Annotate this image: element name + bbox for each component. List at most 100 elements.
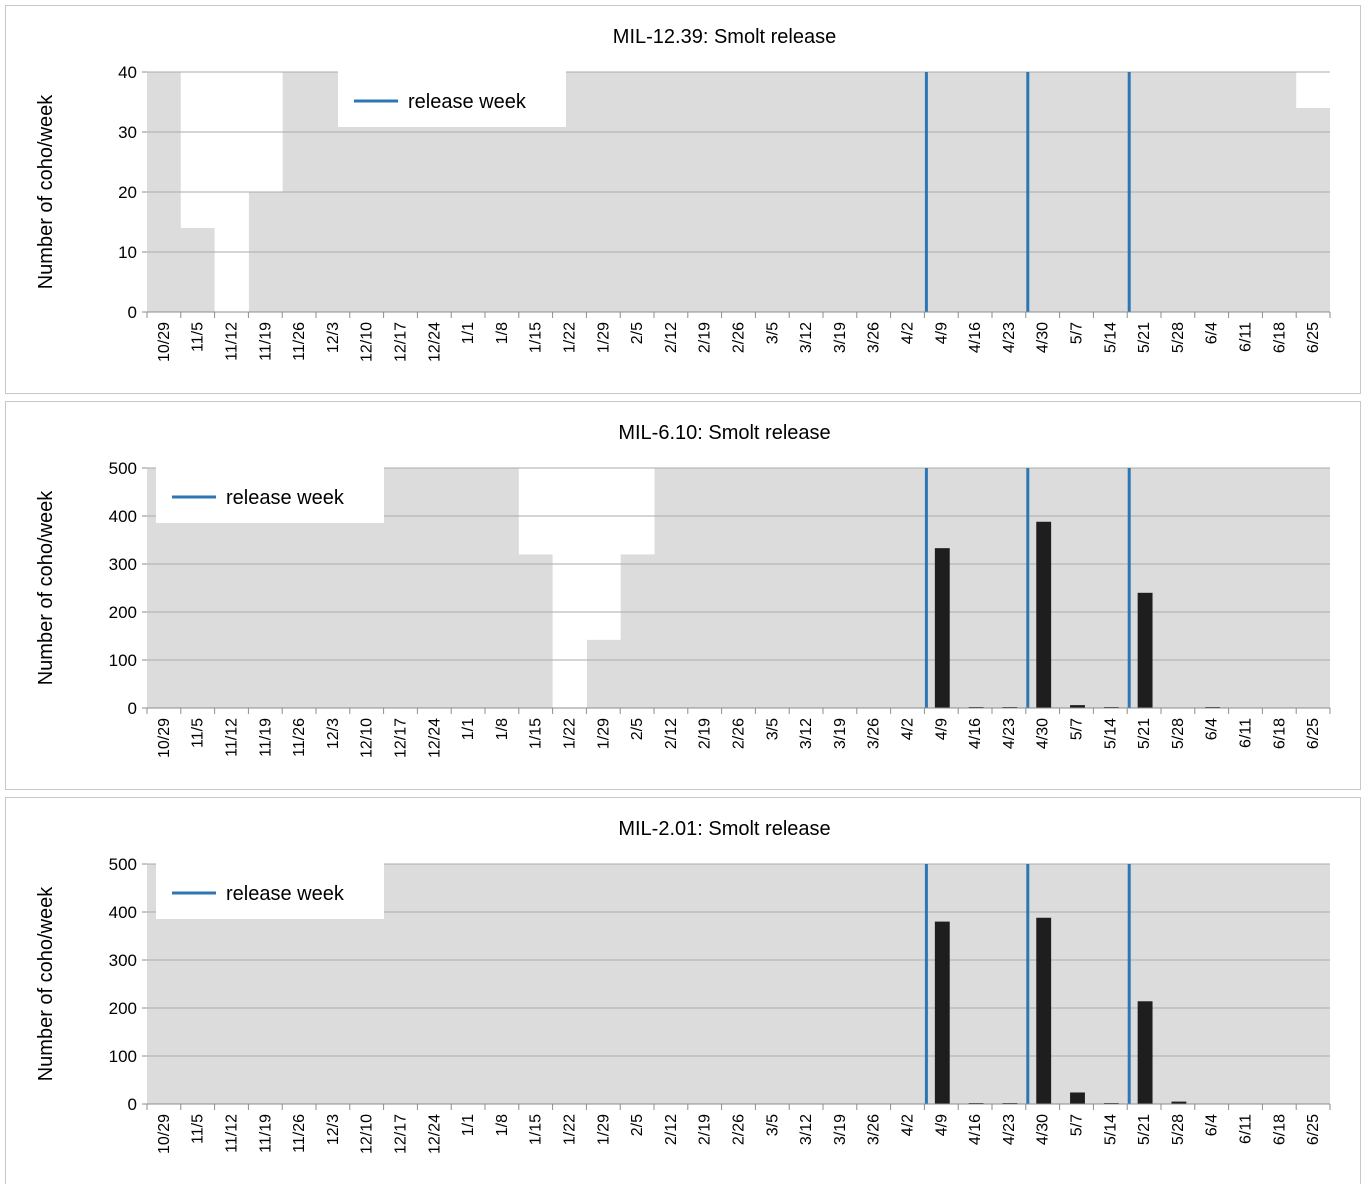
legend: release week [156, 467, 384, 523]
x-tick-label: 12/17 [393, 718, 410, 758]
x-tick-label: 10/29 [156, 322, 173, 362]
x-tick-label: 2/19 [697, 718, 714, 749]
x-tick-label: 2/5 [629, 718, 646, 740]
x-tick-label: 4/2 [900, 322, 917, 344]
x-tick-label: 4/9 [933, 1114, 950, 1136]
x-tick-label: 6/18 [1271, 1114, 1288, 1145]
x-tick-label: 11/19 [257, 718, 274, 757]
x-tick-label: 2/26 [731, 322, 748, 353]
x-tick-label: 11/19 [257, 1114, 274, 1153]
x-tick-label: 3/5 [764, 718, 781, 740]
legend: release week [156, 863, 384, 919]
y-tick-label: 400 [109, 507, 137, 526]
legend-box [156, 863, 384, 919]
x-tick-label: 1/22 [562, 322, 579, 353]
x-tick-label: 12/3 [325, 718, 342, 749]
y-tick-label: 40 [118, 63, 137, 82]
y-tick-label: 10 [118, 243, 137, 262]
x-tick-label: 1/29 [595, 322, 612, 353]
x-tick-label: 11/19 [257, 322, 274, 361]
y-tick-label: 300 [109, 555, 137, 574]
y-tick-label: 100 [109, 1047, 137, 1066]
x-tick-label: 1/8 [494, 718, 511, 740]
chart-title: MIL-12.39: Smolt release [613, 26, 836, 48]
x-tick-label: 4/30 [1035, 718, 1052, 749]
x-tick-label: 12/3 [325, 322, 342, 353]
x-tick-label: 5/7 [1069, 322, 1086, 344]
y-tick-label: 200 [109, 999, 137, 1018]
x-tick-label: 11/5 [190, 1114, 207, 1144]
x-tick-label: 6/4 [1204, 718, 1221, 740]
legend-label: release week [226, 883, 345, 905]
y-tick-label: 500 [109, 459, 137, 478]
x-tick-label: 4/2 [900, 1114, 917, 1136]
x-tick-label: 5/14 [1102, 718, 1119, 749]
x-tick-label: 6/11 [1238, 322, 1255, 352]
x-tick-label: 3/12 [798, 718, 815, 749]
no-data-region [620, 468, 655, 555]
x-tick-label: 1/29 [595, 718, 612, 749]
y-tick-label: 400 [109, 903, 137, 922]
y-tick-label: 500 [109, 855, 137, 874]
bar [1036, 521, 1052, 708]
x-tick-label: 1/15 [528, 322, 545, 353]
y-tick-label: 200 [109, 603, 137, 622]
x-tick-label: 5/28 [1170, 718, 1187, 749]
y-axis-label: Number of coho/week [35, 94, 57, 290]
bar [1137, 592, 1153, 708]
x-tick-label: 5/7 [1069, 718, 1086, 740]
legend-label: release week [408, 91, 527, 113]
x-tick-label: 2/19 [697, 1114, 714, 1145]
x-tick-label: 1/1 [460, 322, 477, 344]
x-tick-label: 6/11 [1238, 1114, 1255, 1144]
y-tick-label: 300 [109, 951, 137, 970]
bar [1036, 917, 1052, 1104]
x-tick-label: 6/25 [1305, 718, 1322, 749]
chart-title: MIL-2.01: Smolt release [618, 818, 830, 840]
chart-title: MIL-6.10: Smolt release [618, 422, 830, 444]
x-tick-label: 12/10 [359, 1114, 376, 1154]
x-tick-label: 3/26 [866, 1114, 883, 1145]
x-tick-label: 2/12 [663, 1114, 680, 1145]
y-axis-label: Number of coho/week [35, 886, 57, 1082]
x-tick-label: 4/23 [1001, 1114, 1018, 1145]
x-tick-label: 5/28 [1170, 322, 1187, 353]
x-tick-label: 5/21 [1136, 1114, 1153, 1145]
x-tick-label: 5/14 [1102, 1114, 1119, 1145]
x-tick-label: 3/12 [798, 1114, 815, 1145]
x-tick-label: 3/19 [832, 322, 849, 353]
x-tick-label: 2/12 [663, 718, 680, 749]
x-tick-label: 1/1 [460, 1114, 477, 1136]
no-data-region [586, 468, 621, 640]
x-tick-label: 5/28 [1170, 1114, 1187, 1145]
bar [1070, 705, 1085, 708]
x-tick-label: 4/30 [1035, 322, 1052, 353]
x-tick-label: 11/12 [224, 718, 241, 757]
x-tick-label: 3/5 [764, 1114, 781, 1136]
x-tick-label: 5/14 [1102, 322, 1119, 353]
x-tick-label: 4/30 [1035, 1114, 1052, 1145]
x-tick-label: 3/26 [866, 718, 883, 749]
x-tick-label: 11/5 [190, 322, 207, 352]
x-tick-label: 2/12 [663, 322, 680, 353]
x-tick-label: 12/24 [426, 1114, 443, 1154]
x-tick-label: 2/26 [731, 1114, 748, 1145]
x-tick-label: 3/19 [832, 1114, 849, 1145]
x-tick-label: 6/18 [1271, 322, 1288, 353]
x-tick-label: 1/15 [528, 718, 545, 749]
no-data-region [552, 468, 587, 708]
x-tick-label: 3/12 [798, 322, 815, 353]
x-tick-label: 1/22 [562, 718, 579, 749]
x-tick-label: 4/2 [900, 718, 917, 740]
y-tick-label: 30 [118, 123, 137, 142]
x-tick-label: 4/9 [933, 322, 950, 344]
chart-panel-mil-12-39: MIL-12.39: Smolt release Number of coho/w… [5, 5, 1361, 394]
x-tick-label: 2/5 [629, 322, 646, 344]
x-tick-label: 1/29 [595, 1114, 612, 1145]
x-tick-label: 11/26 [291, 322, 308, 361]
y-tick-label: 0 [128, 699, 137, 718]
x-tick-label: 10/29 [156, 1114, 173, 1154]
x-tick-label: 12/17 [393, 322, 410, 362]
x-tick-label: 1/15 [528, 1114, 545, 1145]
no-data-region [180, 72, 216, 228]
